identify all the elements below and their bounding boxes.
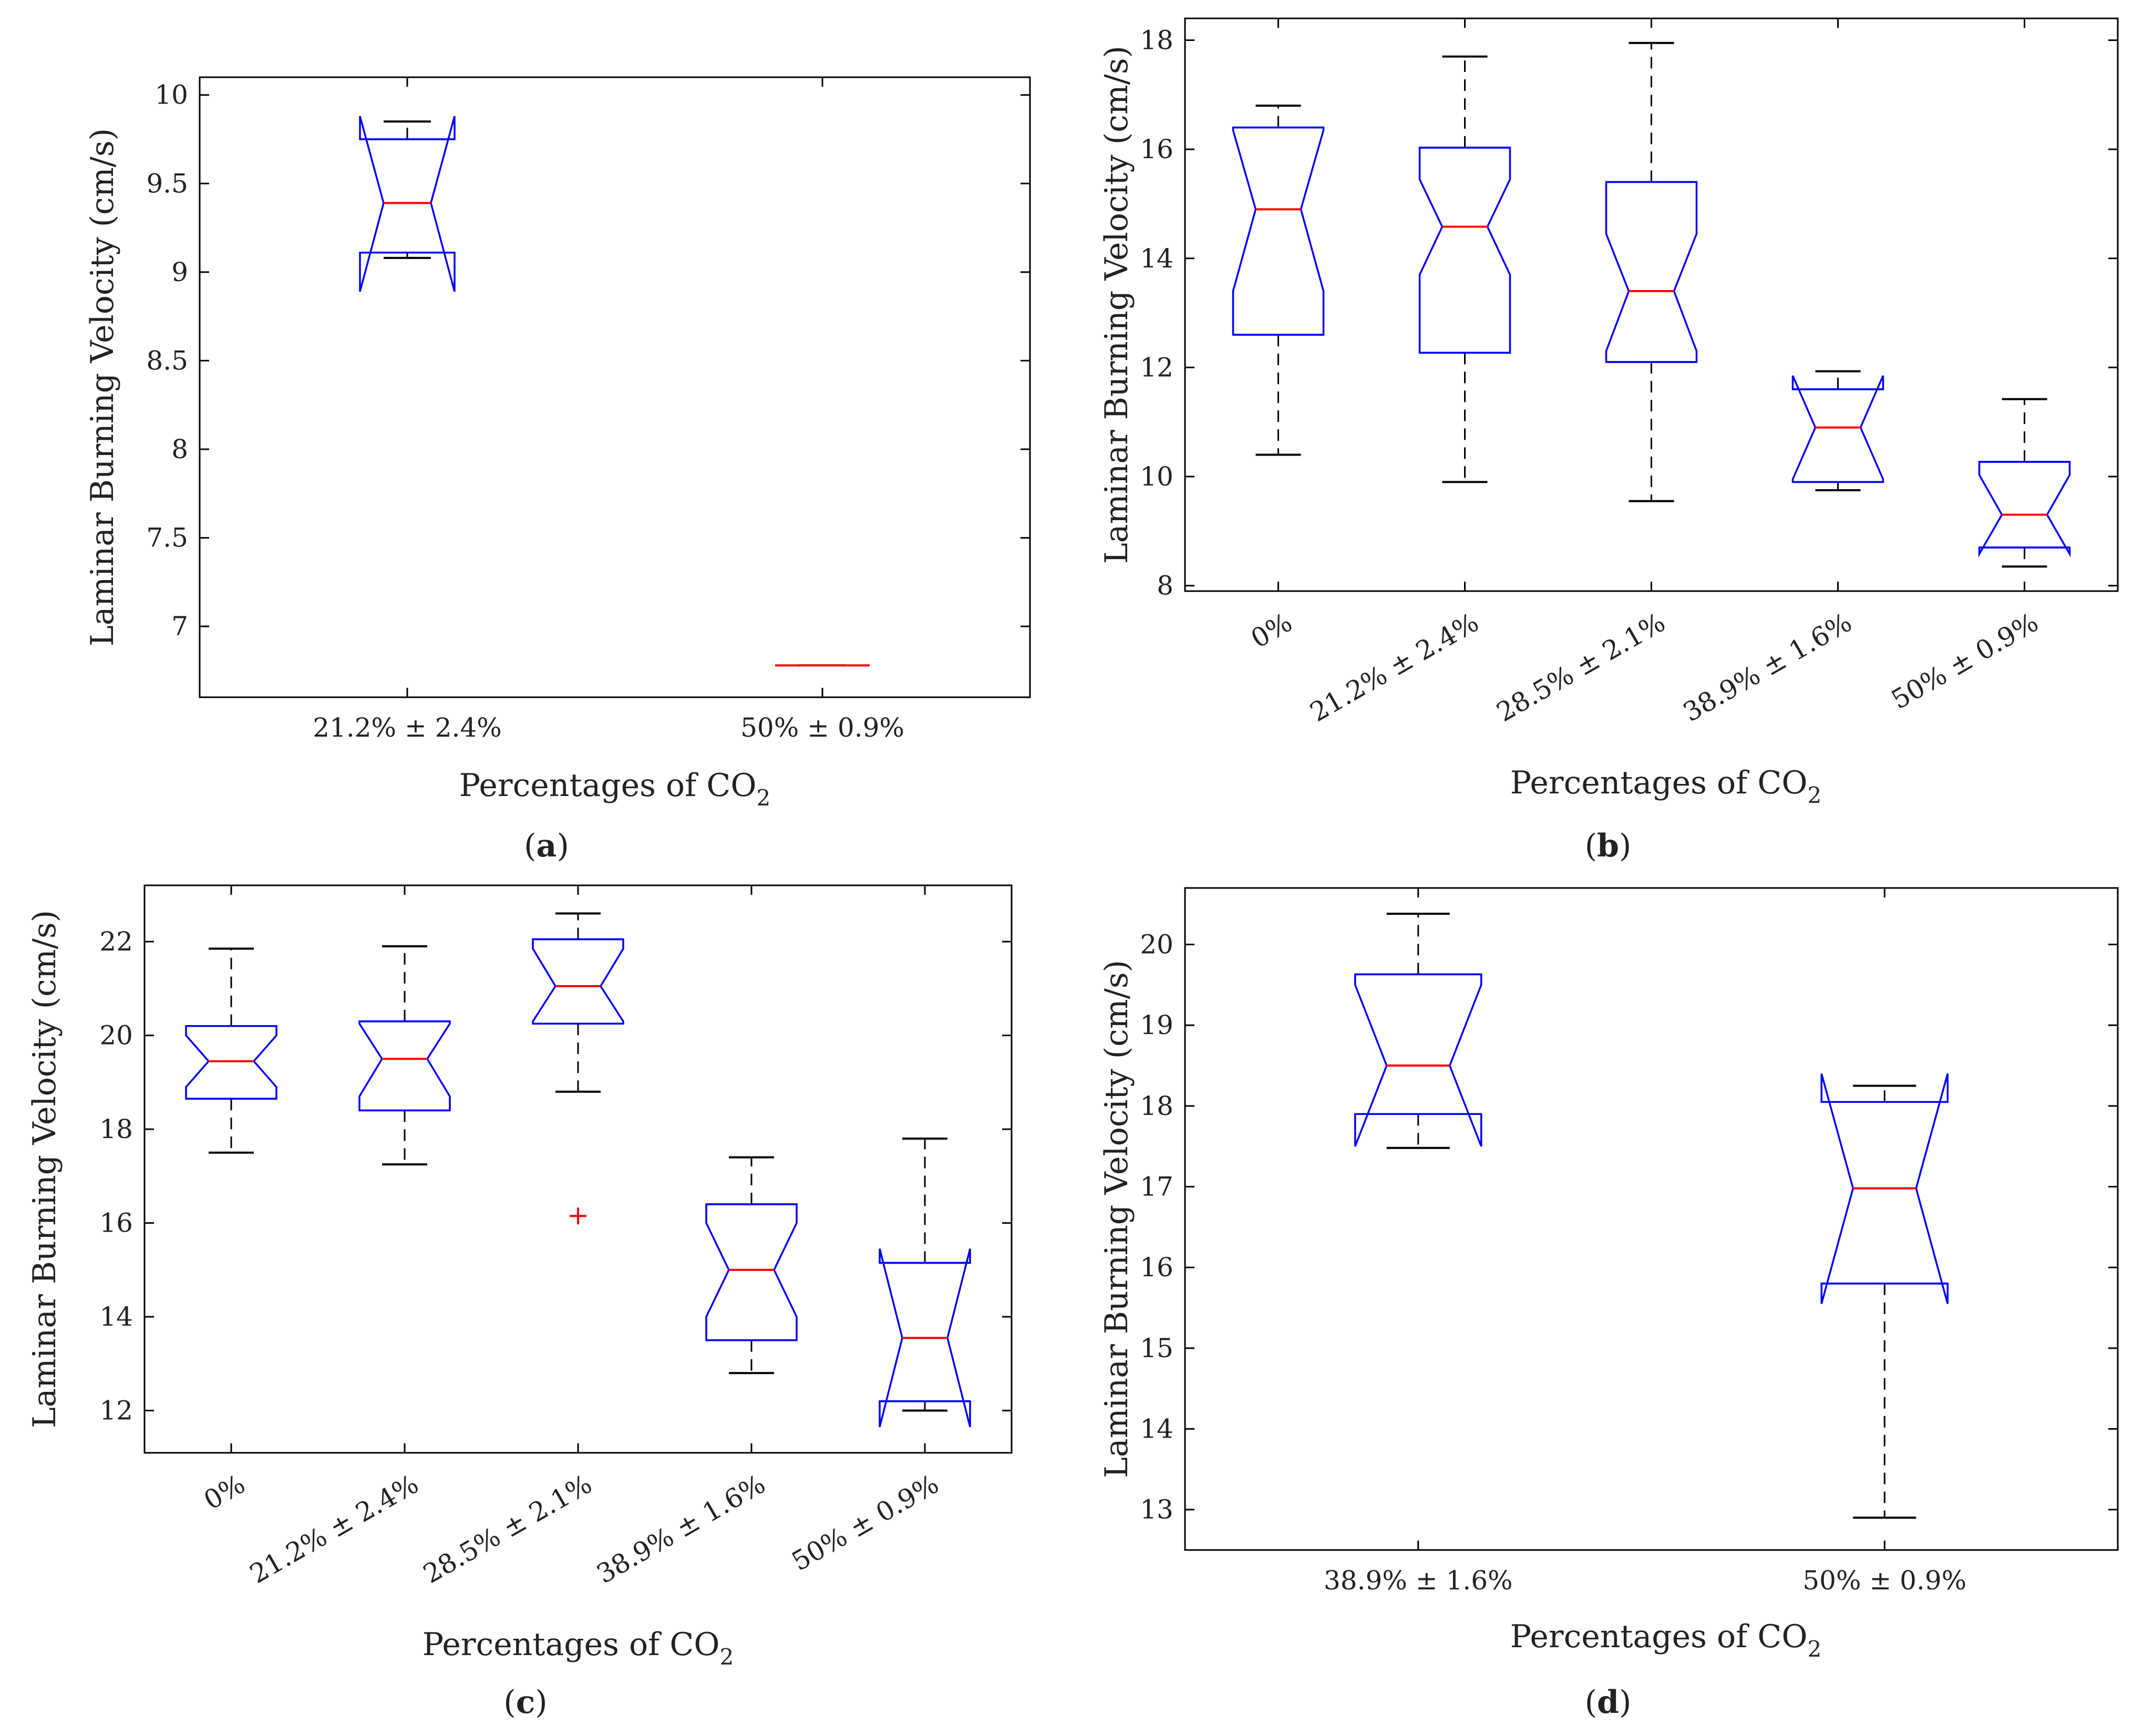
y-tick-label: 18	[99, 1114, 133, 1144]
y-axis-title-b: Laminar Burning Velocity (cm/s)	[1098, 46, 1135, 564]
y-ticks-a: 7 7.5 8 8.5 9 9.5 10	[146, 80, 1030, 642]
x-axis-title-a: Percentages of CO2	[459, 767, 771, 811]
x-axis-title-c: Percentages of CO2	[423, 1626, 734, 1670]
panel-label-b: (b)	[1585, 828, 1632, 864]
panel-label-a: (a)	[524, 828, 569, 864]
y-tick-label: 12	[1140, 352, 1173, 383]
y-axis-title-d: Laminar Burning Velocity (cm/s)	[1098, 960, 1135, 1478]
box-1	[1232, 105, 1325, 456]
y-tick-label: 12	[99, 1396, 133, 1426]
outlier-marker	[570, 1207, 586, 1225]
boxes-d	[1354, 913, 1949, 1519]
y-tick-label: 7	[171, 611, 188, 642]
y-tick-label: 8.5	[146, 345, 188, 376]
box-1	[1354, 913, 1482, 1149]
x-ticks-a: 21.2% ± 2.4% 50% ± 0.9%	[313, 77, 904, 743]
box-1	[185, 947, 277, 1154]
y-tick-label: 7.5	[146, 523, 188, 553]
plot-area-c	[143, 884, 1013, 1454]
x-axis-title-d: Percentages of CO2	[1510, 1618, 1822, 1662]
y-tick-label: 19	[1140, 1010, 1173, 1040]
y-tick-label: 16	[1140, 1252, 1173, 1283]
y-tick-label: 14	[99, 1301, 133, 1332]
box-3	[532, 912, 624, 1225]
y-tick-label: 10	[154, 80, 188, 110]
x-ticks-d: 38.9% ± 1.6% 50% ± 0.9%	[1324, 888, 1966, 1596]
box-1	[359, 116, 456, 292]
y-tick-label: 20	[1140, 929, 1173, 960]
x-tick-label: 21.2% ± 2.4%	[313, 712, 502, 743]
boxes-c	[185, 912, 971, 1428]
y-tick-label: 16	[1140, 134, 1173, 164]
y-tick-label: 22	[99, 926, 133, 957]
y-ticks-c: 12 14 16 18 20 22	[99, 926, 1012, 1426]
y-tick-label: 18	[1140, 25, 1173, 56]
y-axis-title-c: Laminar Burning Velocity (cm/s)	[26, 910, 63, 1428]
panel-label-d: (d)	[1585, 1684, 1632, 1721]
y-tick-label: 18	[1140, 1091, 1173, 1121]
box-5	[879, 1137, 971, 1428]
y-tick-label: 14	[1140, 243, 1173, 274]
box-3	[1605, 42, 1698, 502]
plot-area-a	[199, 76, 1031, 698]
box-2	[358, 945, 451, 1166]
y-ticks-d: 13 14 15 16 17 18 19 20	[1140, 929, 2118, 1525]
y-tick-label: 17	[1140, 1172, 1173, 1202]
box-2	[1418, 55, 1511, 483]
plot-area-d	[1184, 887, 2119, 1551]
box-2	[1820, 1073, 1949, 1519]
panel-label-c: (c)	[503, 1684, 547, 1721]
y-tick-label: 14	[1140, 1414, 1173, 1444]
box-4	[1791, 370, 1884, 491]
boxes-b	[1232, 42, 2071, 568]
y-tick-label: 16	[99, 1208, 133, 1238]
boxes-a	[359, 116, 870, 667]
y-tick-label: 9.5	[146, 168, 188, 199]
y-tick-label: 8	[1157, 571, 1173, 601]
y-ticks-b: 8 10 12 14 16 18	[1140, 25, 2118, 601]
x-tick-label: 50% ± 0.9%	[740, 712, 904, 743]
box-5	[1978, 398, 2071, 568]
y-tick-label: 8	[171, 434, 188, 464]
panel-a: 7 7.5 8 8.5 9 9.5 10 21.2% ± 2.4% 50% ± 0.9% La…	[84, 76, 1031, 864]
y-tick-label: 15	[1140, 1333, 1173, 1363]
y-axis-title-a: Laminar Burning Velocity (cm/s)	[84, 128, 121, 646]
y-tick-label: 20	[99, 1020, 133, 1051]
x-axis-title-b: Percentages of CO2	[1510, 764, 1822, 808]
y-tick-label: 9	[171, 257, 188, 287]
box-4	[705, 1156, 798, 1375]
y-tick-label: 13	[1140, 1494, 1173, 1525]
x-tick-label: 38.9% ± 1.6%	[1324, 1565, 1513, 1596]
y-tick-label: 10	[1140, 461, 1173, 492]
x-tick-label: 50% ± 0.9%	[1802, 1565, 1966, 1596]
